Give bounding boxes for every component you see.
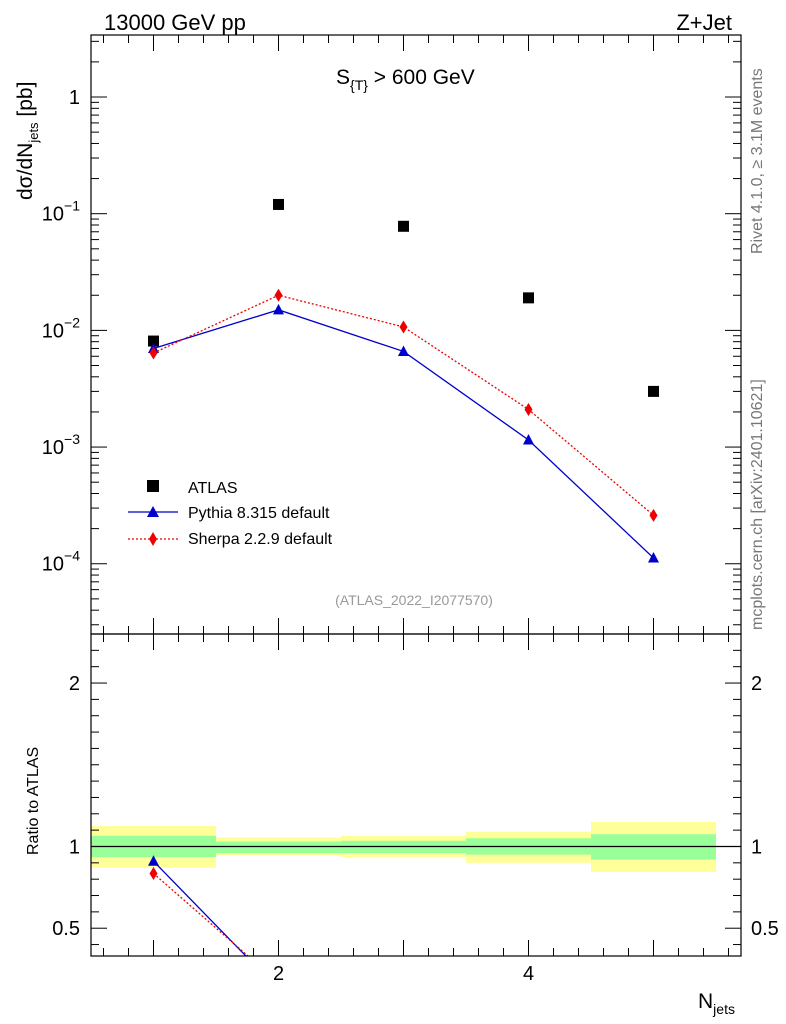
legend-pythia-marker — [147, 506, 159, 517]
ratio-plot-panel: 0.5 0.5 1 1 2 2 2 4 Ratio to ATLAS Njets — [25, 633, 779, 1017]
main-sherpa-point-1 — [149, 346, 158, 360]
legend-sherpa-marker — [149, 532, 157, 546]
ratio-y-axis-label: Ratio to ATLAS — [25, 747, 42, 855]
main-pythia-point-3 — [398, 345, 409, 356]
main-atlas-point-4 — [523, 292, 534, 304]
main-y-tick-label: 10−1 — [42, 198, 80, 226]
ratio-series-group — [148, 855, 249, 956]
ratio-y-tick-label: 0.5 — [52, 918, 80, 940]
x-tick-label: 4 — [523, 963, 534, 985]
main-pythia-point-2 — [273, 303, 284, 315]
ratio-sherpa-line — [153, 872, 249, 956]
legend-pythia-label: Pythia 8.315 default — [188, 505, 330, 522]
x-tick-label: 2 — [273, 963, 284, 985]
main-plot-panel: 1 10−1 10−2 10−3 10−4 S{T} > 600 GeV dσ/dNje… — [14, 34, 742, 635]
legend-atlas-marker — [147, 480, 159, 492]
legend-sherpa-label: Sherpa 2.2.9 default — [188, 531, 333, 548]
main-atlas-point-2 — [273, 198, 284, 210]
ratio-pythia-point-1 — [148, 855, 159, 866]
main-pythia-point-4 — [523, 433, 534, 445]
legend-atlas-label: ATLAS — [188, 480, 238, 497]
ratio-y-tick-label-right: 2 — [751, 673, 762, 695]
main-atlas-point-3 — [398, 220, 409, 232]
rivet-version-label: Rivet 4.1.0, ≥ 3.1M events — [749, 68, 766, 254]
ratio-y-tick-label-right: 0.5 — [751, 918, 779, 940]
ratio-pythia-line — [153, 860, 247, 956]
header-right-label: Z+Jet — [676, 10, 732, 35]
ratio-y-tick-label-right: 1 — [751, 836, 762, 858]
main-y-tick-label: 1 — [69, 87, 80, 109]
main-plot-title: S{T} > 600 GeV — [336, 66, 475, 93]
main-pythia-point-5 — [648, 552, 659, 563]
main-atlas-point-1 — [148, 335, 159, 347]
main-sherpa-point-3 — [399, 320, 408, 334]
ratio-y-tick-label: 2 — [69, 673, 80, 695]
main-y-tick-label: 10−4 — [42, 548, 80, 576]
ratio-inner-band-2 — [216, 841, 341, 854]
analysis-watermark: (ATLAS_2022_I2077570) — [335, 592, 493, 608]
main-atlas-point-5 — [648, 385, 659, 397]
legend: ATLAS Pythia 8.315 default Sherpa 2.2.9 … — [128, 480, 333, 548]
ratio-y-tick-label: 1 — [69, 836, 80, 858]
main-sherpa-point-5 — [649, 508, 658, 522]
main-sherpa-point-2 — [274, 288, 283, 302]
x-axis-label: Njets — [698, 990, 735, 1017]
ratio-plot-frame — [90, 633, 742, 957]
header-left-label: 13000 GeV pp — [104, 10, 246, 35]
main-y-tick-label: 10−3 — [42, 431, 80, 459]
ratio-sherpa-point-1 — [149, 866, 158, 880]
mcplots-reference-label: mcplots.cern.ch [arXiv:2401.10621] — [749, 379, 766, 630]
main-sherpa-point-4 — [524, 402, 533, 416]
main-y-axis-label: dσ/dNjets [pb] — [14, 82, 41, 200]
main-y-tick-label: 10−2 — [42, 314, 80, 342]
